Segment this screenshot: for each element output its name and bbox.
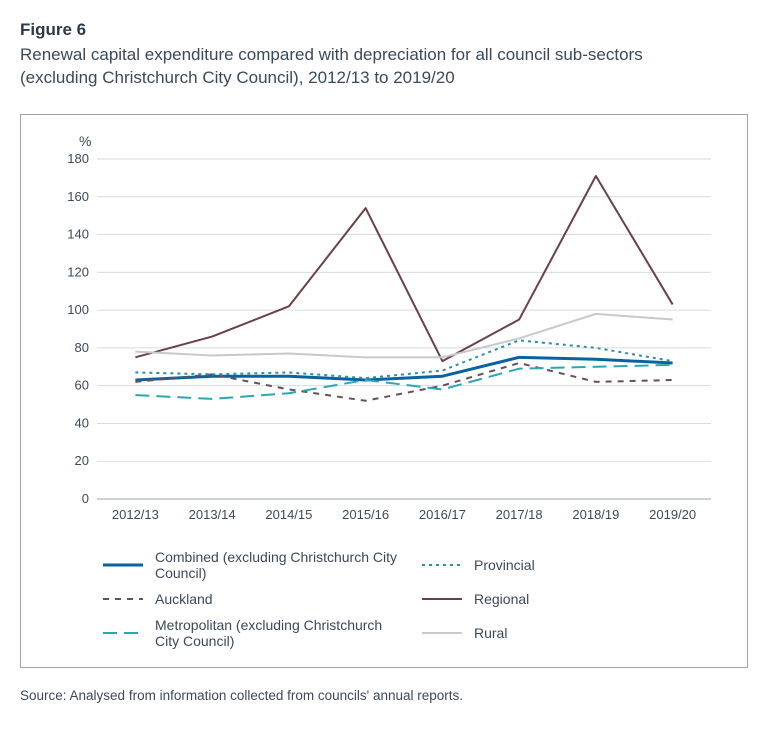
svg-text:120: 120 — [67, 264, 89, 279]
series-auckland — [135, 363, 672, 401]
legend-item-regional: Regional — [422, 591, 721, 607]
legend-item-rural: Rural — [422, 617, 721, 649]
legend-item-provincial: Provincial — [422, 549, 721, 581]
legend-label: Metropolitan (excluding Christchurch Cit… — [155, 617, 402, 649]
svg-text:80: 80 — [75, 340, 89, 355]
chart-legend: Combined (excluding Christchurch City Co… — [43, 543, 725, 653]
legend-item-combined: Combined (excluding Christchurch City Co… — [103, 549, 402, 581]
svg-text:2012/13: 2012/13 — [112, 507, 159, 522]
line-chart: 0 20 40 60 80 100 120 140 160 180 2012/13 2013/14 20… — [43, 151, 725, 531]
legend-label: Provincial — [474, 557, 535, 573]
svg-text:2019/20: 2019/20 — [649, 507, 696, 522]
chart-svg: 0 20 40 60 80 100 120 140 160 180 2012/13 2013/14 20… — [43, 151, 723, 531]
svg-text:20: 20 — [75, 453, 89, 468]
svg-text:2016/17: 2016/17 — [419, 507, 466, 522]
legend-swatch-rural — [422, 626, 462, 640]
chart-container: % 0 20 40 60 80 100 120 140 160 180 2012/13 2013/14… — [20, 114, 748, 668]
legend-swatch-auckland — [103, 592, 143, 606]
legend-item-auckland: Auckland — [103, 591, 402, 607]
series-regional — [135, 176, 672, 361]
figure-label: Figure 6 — [20, 20, 748, 40]
svg-text:140: 140 — [67, 226, 89, 241]
svg-text:2013/14: 2013/14 — [189, 507, 236, 522]
svg-text:60: 60 — [75, 378, 89, 393]
svg-text:180: 180 — [67, 151, 89, 166]
legend-swatch-regional — [422, 592, 462, 606]
legend-swatch-combined — [103, 558, 143, 572]
legend-swatch-provincial — [422, 558, 462, 572]
svg-text:160: 160 — [67, 189, 89, 204]
svg-text:100: 100 — [67, 302, 89, 317]
legend-label: Auckland — [155, 591, 213, 607]
svg-text:40: 40 — [75, 415, 89, 430]
series-combined — [135, 357, 672, 380]
legend-label: Regional — [474, 591, 529, 607]
figure-title: Renewal capital expenditure compared wit… — [20, 44, 720, 90]
y-axis-unit: % — [79, 133, 725, 149]
svg-text:2017/18: 2017/18 — [496, 507, 543, 522]
legend-label: Rural — [474, 625, 507, 641]
source-note: Source: Analysed from information collec… — [20, 688, 748, 703]
svg-text:2018/19: 2018/19 — [572, 507, 619, 522]
svg-text:0: 0 — [82, 491, 89, 506]
legend-swatch-metropolitan — [103, 626, 143, 640]
svg-text:2015/16: 2015/16 — [342, 507, 389, 522]
series-metropolitan — [135, 365, 672, 399]
svg-text:2014/15: 2014/15 — [265, 507, 312, 522]
legend-label: Combined (excluding Christchurch City Co… — [155, 549, 402, 581]
legend-item-metropolitan: Metropolitan (excluding Christchurch Cit… — [103, 617, 402, 649]
